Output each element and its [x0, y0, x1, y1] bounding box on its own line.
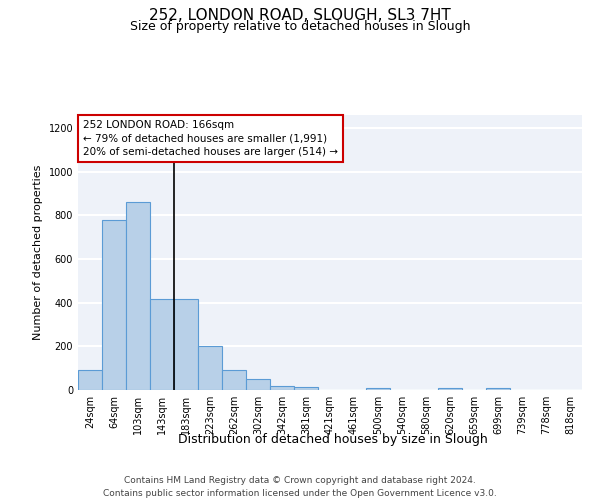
- Bar: [102, 220, 126, 390]
- Bar: [126, 202, 150, 390]
- Bar: [78, 370, 102, 390]
- Bar: [174, 300, 198, 390]
- Bar: [294, 386, 318, 390]
- Bar: [438, 388, 462, 390]
- Bar: [150, 300, 174, 390]
- Text: Contains HM Land Registry data © Crown copyright and database right 2024.
Contai: Contains HM Land Registry data © Crown c…: [103, 476, 497, 498]
- Text: 252, LONDON ROAD, SLOUGH, SL3 7HT: 252, LONDON ROAD, SLOUGH, SL3 7HT: [149, 8, 451, 22]
- Text: Distribution of detached houses by size in Slough: Distribution of detached houses by size …: [178, 432, 488, 446]
- Bar: [270, 386, 294, 390]
- Bar: [246, 379, 270, 390]
- Y-axis label: Number of detached properties: Number of detached properties: [33, 165, 43, 340]
- Text: Size of property relative to detached houses in Slough: Size of property relative to detached ho…: [130, 20, 470, 33]
- Text: 252 LONDON ROAD: 166sqm
← 79% of detached houses are smaller (1,991)
20% of semi: 252 LONDON ROAD: 166sqm ← 79% of detache…: [83, 120, 338, 157]
- Bar: [222, 370, 246, 390]
- Bar: [198, 346, 222, 390]
- Bar: [366, 388, 390, 390]
- Bar: [486, 388, 510, 390]
